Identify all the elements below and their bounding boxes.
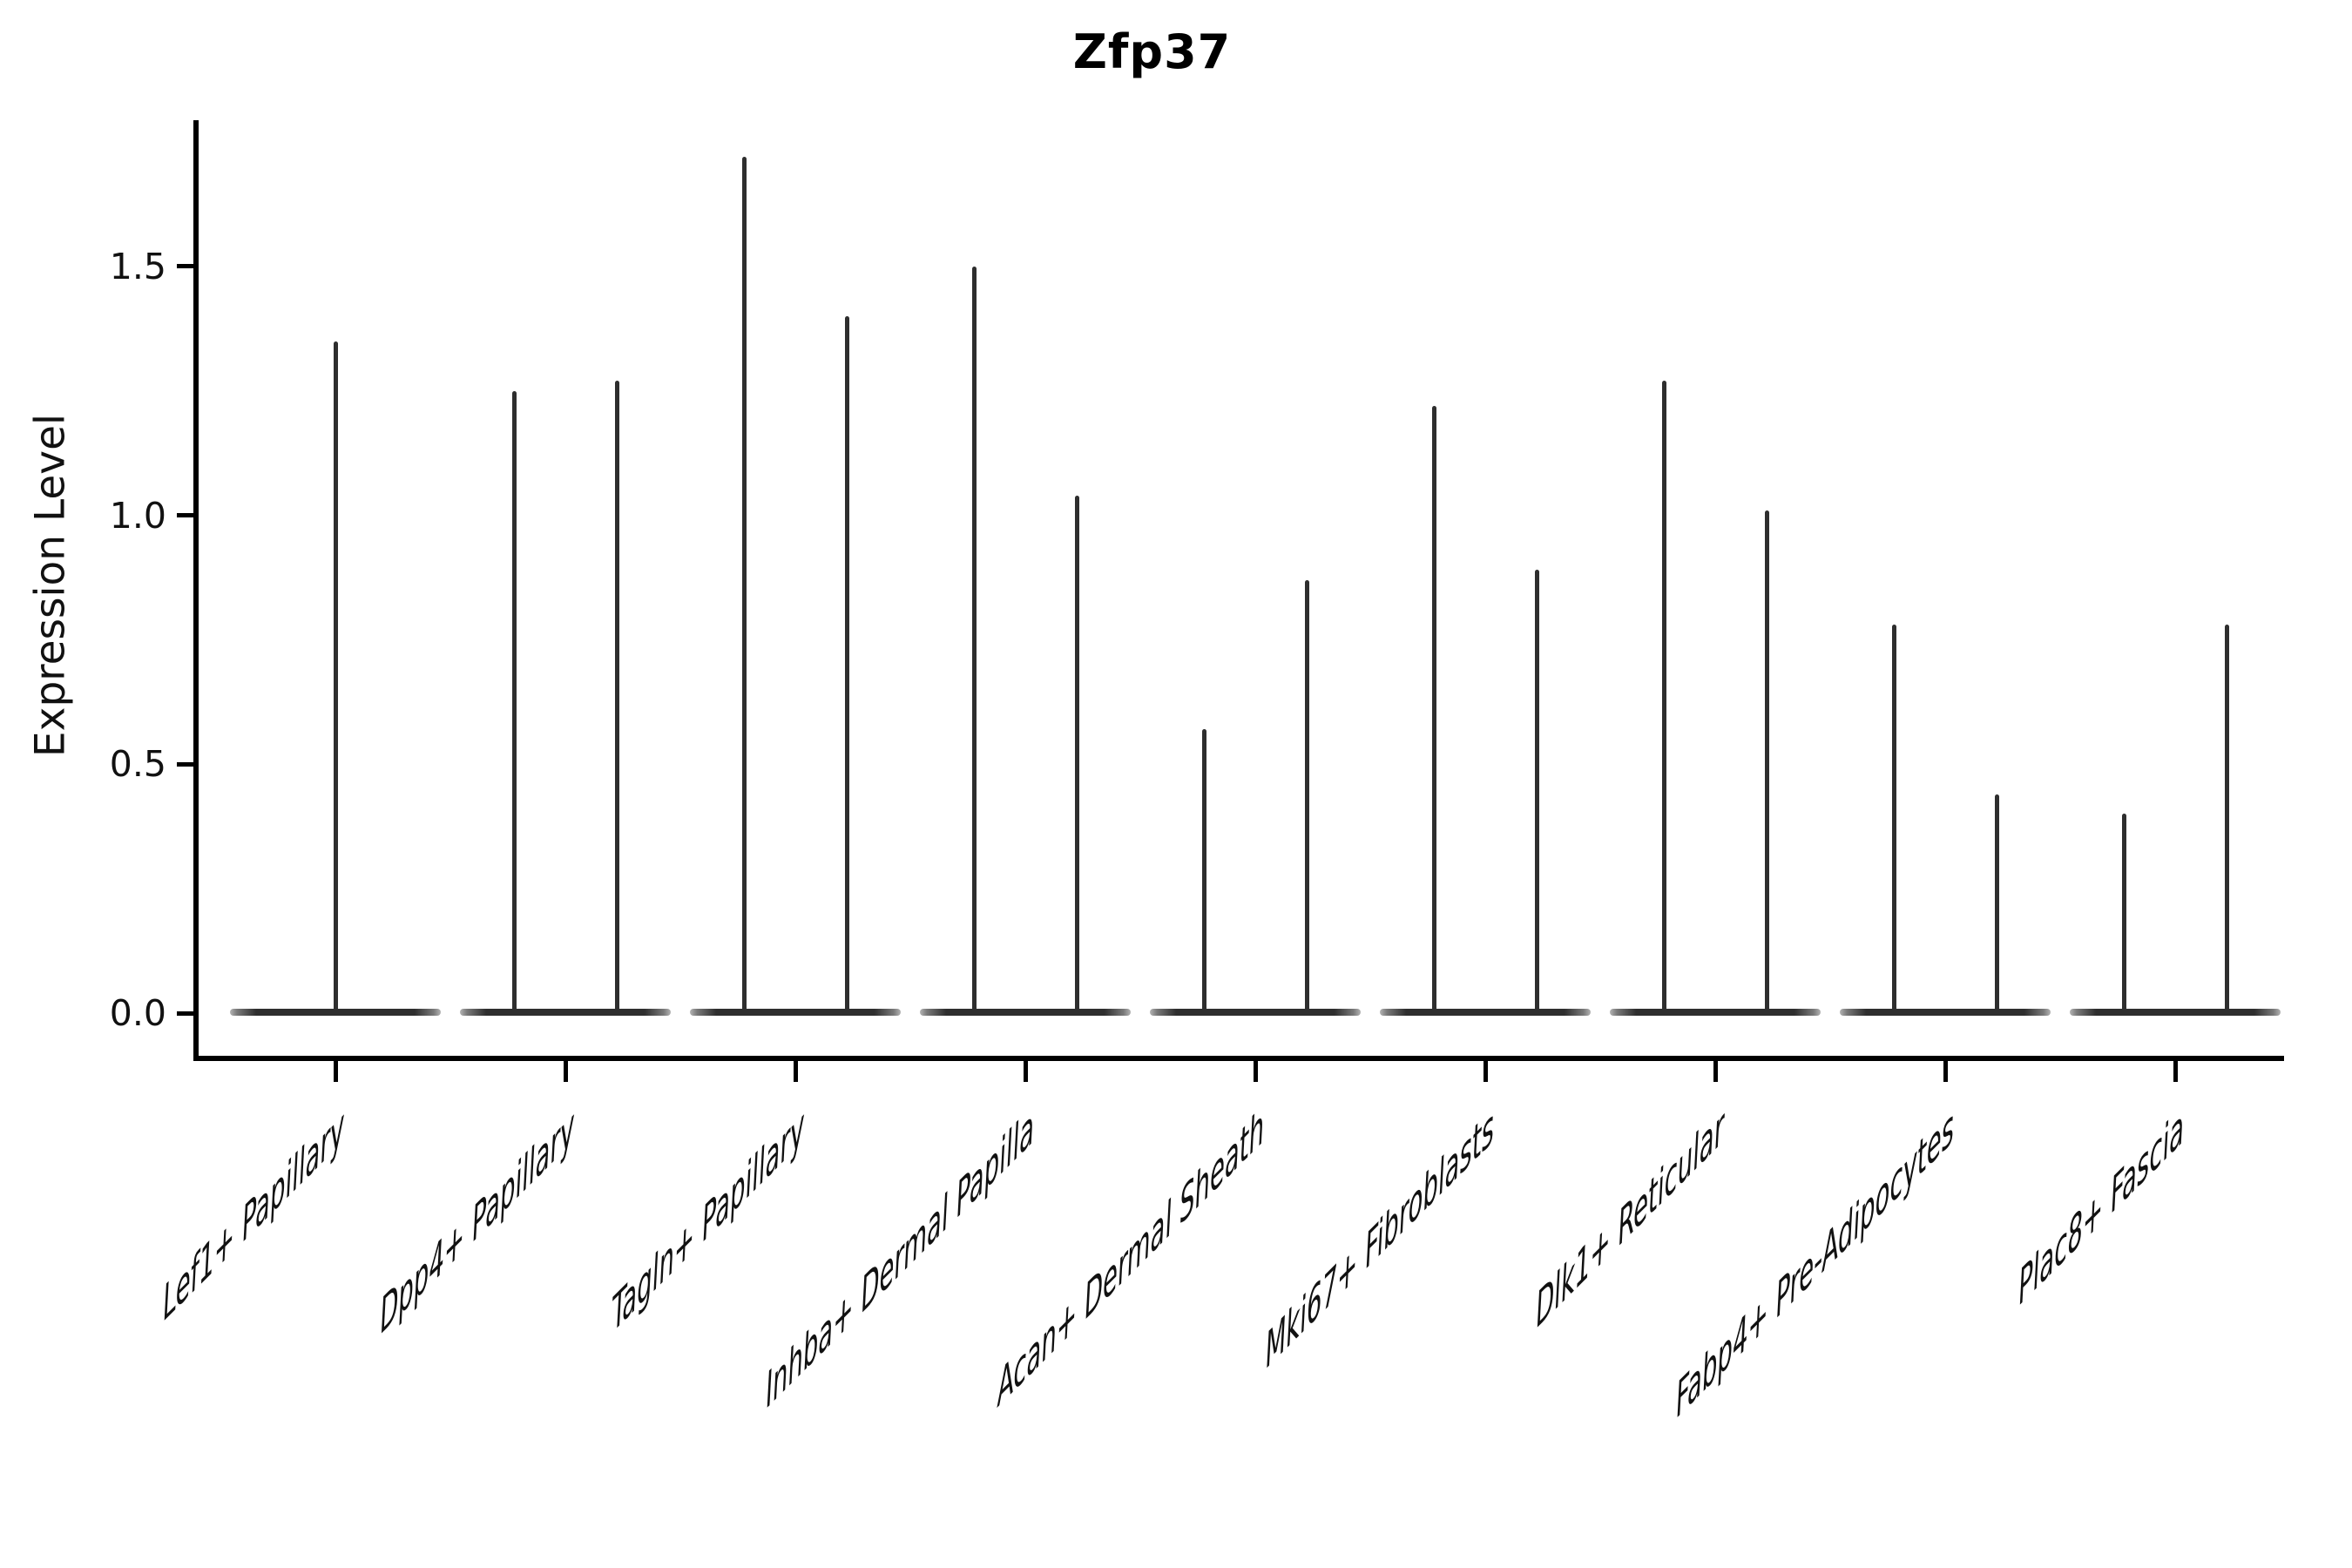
- violin-spike: [1534, 570, 1539, 1013]
- x-tick: [1253, 1061, 1258, 1082]
- violin-base: [2070, 1009, 2281, 1016]
- violin-spike: [1764, 510, 1769, 1013]
- y-tick: [177, 1010, 196, 1016]
- x-tick-label: Acan+ Dermal Sheath: [996, 1096, 1266, 1422]
- violin-spike: [741, 157, 747, 1013]
- violin-base: [920, 1009, 1131, 1016]
- violin-spike: [511, 390, 517, 1013]
- y-axis-spine: [193, 120, 199, 1061]
- x-axis-spine: [193, 1056, 2284, 1061]
- y-axis-label: Expression Level: [26, 413, 75, 758]
- x-tick: [2173, 1061, 2178, 1082]
- y-tick-label: 1.0: [109, 494, 166, 537]
- violin-spike: [2224, 625, 2229, 1013]
- violin-spike: [2121, 814, 2126, 1013]
- y-tick-label: 0.5: [109, 743, 166, 786]
- violin-spike: [1891, 625, 1896, 1013]
- x-tick-label: Lef1+ Papillary: [161, 1096, 346, 1336]
- violin-base: [460, 1009, 671, 1016]
- violin-spike: [1661, 381, 1666, 1013]
- violin-spike: [1304, 579, 1309, 1013]
- y-tick: [177, 761, 196, 767]
- violin-spike: [971, 266, 977, 1013]
- violin-spike: [844, 316, 849, 1013]
- x-tick: [563, 1061, 568, 1082]
- x-tick: [1943, 1061, 1948, 1082]
- x-tick-label: Dlk1+ Reticular: [1534, 1096, 1726, 1343]
- x-tick-label: Inhba+ Dermal Papilla: [764, 1096, 1036, 1423]
- violin-spike: [1994, 794, 1999, 1013]
- x-tick: [793, 1061, 798, 1082]
- violin-spike: [333, 341, 338, 1013]
- y-tick: [177, 513, 196, 518]
- violin-base: [1610, 1009, 1821, 1016]
- violin-base: [690, 1009, 901, 1016]
- y-tick-label: 1.5: [109, 245, 166, 287]
- violin-base: [1380, 1009, 1591, 1016]
- violin-base: [1150, 1009, 1361, 1016]
- violin-spike: [1201, 729, 1206, 1013]
- x-tick: [1483, 1061, 1488, 1082]
- violin-spike: [1074, 495, 1079, 1013]
- violin-spike: [1431, 405, 1436, 1013]
- x-tick-label: Tagln+ Papillary: [610, 1096, 806, 1348]
- violin-spike: [614, 381, 619, 1013]
- x-tick-label: Dpp4+ Papillary: [378, 1096, 576, 1349]
- x-tick-label: Mki67+ Fibroblasts: [1263, 1096, 1496, 1383]
- x-tick: [1713, 1061, 1718, 1082]
- x-tick: [333, 1061, 338, 1082]
- violin-base: [1840, 1009, 2051, 1016]
- y-tick-label: 0.0: [109, 992, 166, 1034]
- plot-title: Zfp37: [1072, 24, 1232, 79]
- x-tick: [1023, 1061, 1028, 1082]
- x-tick-label: Plac8+ Fascia: [2017, 1096, 2186, 1321]
- y-tick: [177, 264, 196, 269]
